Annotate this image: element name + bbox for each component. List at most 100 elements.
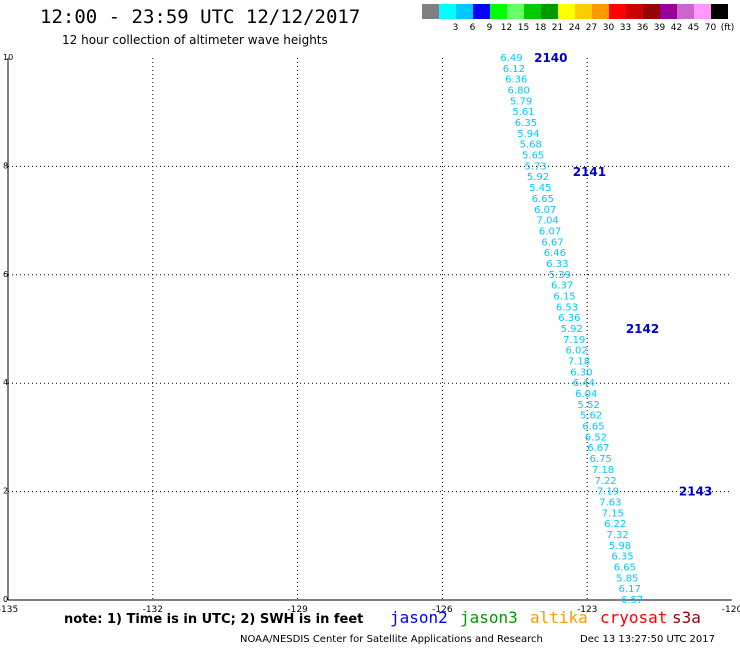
- swh-point-label: 6.17: [619, 584, 641, 595]
- satellite-altika: altika: [530, 608, 588, 627]
- swh-point-label: 6.49: [500, 53, 522, 64]
- swh-point-label: 6.04: [575, 389, 597, 400]
- page-title: 12:00 - 23:59 UTC 12/12/2017: [40, 6, 361, 28]
- page-subtitle: 12 hour collection of altimeter wave hei…: [62, 33, 328, 47]
- time-label: 2142: [626, 322, 659, 336]
- swh-point-label: 6.07: [539, 226, 561, 237]
- scale-label: 45: [687, 23, 700, 33]
- scale-label: 30: [602, 23, 615, 33]
- swh-point-label: 5.73: [524, 161, 546, 172]
- swh-point-label: 7.19: [563, 335, 585, 346]
- swh-point-label: 5.68: [520, 140, 542, 151]
- swh-point-label: 6.53: [556, 302, 578, 313]
- scale-label: 12: [500, 23, 513, 33]
- x-tick-label: -132: [143, 605, 163, 615]
- swh-point-label: 5.85: [616, 573, 638, 584]
- swh-point-label: 5.92: [561, 324, 583, 335]
- y-tick-label: 10: [3, 53, 13, 62]
- swh-point-label: 6.12: [503, 64, 525, 75]
- credit-line: NOAA/NESDIS Center for Satellite Applica…: [240, 634, 543, 645]
- x-tick-label: -123: [577, 605, 597, 615]
- scale-label: 42: [670, 23, 683, 33]
- swh-point-label: 7.15: [602, 508, 624, 519]
- scale-label: 21: [551, 23, 564, 33]
- swh-point-label: 6.22: [604, 519, 626, 530]
- swh-point-label: 7.63: [599, 497, 621, 508]
- scale-label: 33: [619, 23, 632, 33]
- swh-point-label: 7.19: [597, 487, 619, 498]
- time-label: 2143: [679, 485, 712, 499]
- swh-point-label: 6.65: [582, 422, 604, 433]
- swh-point-label: 5.52: [578, 400, 600, 411]
- swh-point-label: 6.30: [570, 367, 592, 378]
- swh-point-label: 5.45: [529, 183, 551, 194]
- scale-swatch: [677, 4, 694, 19]
- time-label: 2141: [573, 165, 606, 179]
- swh-point-label: 6.36: [505, 75, 527, 86]
- scale-label: 9: [486, 23, 493, 33]
- swh-point-label: 5.98: [609, 541, 631, 552]
- x-tick-label: -120: [722, 605, 740, 615]
- scale-swatch: [422, 4, 439, 19]
- swh-point-label: 6.35: [611, 552, 633, 563]
- swh-point-label: 5.92: [527, 172, 549, 183]
- scale-label: 36: [636, 23, 649, 33]
- swh-point-label: 6.67: [541, 237, 563, 248]
- swh-point-label: 6.15: [553, 291, 575, 302]
- swh-point-label: 7.18: [568, 357, 590, 368]
- scale-label: 15: [517, 23, 530, 33]
- swh-point-label: 5.62: [580, 411, 602, 422]
- swh-point-label: 6.67: [587, 443, 609, 454]
- scale-swatch: [558, 4, 575, 19]
- swh-point-label: 7.04: [537, 216, 559, 227]
- y-tick-label: 6: [3, 270, 8, 279]
- swh-point-label: 5.65: [522, 151, 544, 162]
- swh-point-label: 5.94: [517, 129, 539, 140]
- scale-swatch: [660, 4, 677, 19]
- scale-swatch: [439, 4, 456, 19]
- swh-point-label: 6.46: [544, 248, 566, 259]
- swh-point-label: 6.75: [590, 454, 612, 465]
- scale-swatch: [626, 4, 643, 19]
- y-tick-label: 4: [3, 378, 8, 387]
- scale-label: (ft): [720, 23, 735, 33]
- swh-point-label: 6.02: [565, 346, 587, 357]
- x-tick-label: -135: [0, 605, 18, 615]
- scale-label: 70: [704, 23, 717, 33]
- scale-swatch: [490, 4, 507, 19]
- scale-label: 6: [469, 23, 476, 33]
- x-tick-label: -129: [287, 605, 308, 615]
- scale-swatch: [643, 4, 660, 19]
- swh-point-label: 7.32: [607, 530, 629, 541]
- scale-swatch: [456, 4, 473, 19]
- scale-swatch: [711, 4, 728, 19]
- swh-point-label: 6.37: [551, 281, 573, 292]
- satellite-s3a: s3a: [672, 608, 701, 627]
- swh-point-label: 7.22: [594, 476, 616, 487]
- swh-point-label: 6.44: [573, 378, 595, 389]
- swh-point-label: 6.57: [621, 595, 643, 606]
- swh-point-label: 6.65: [532, 194, 554, 205]
- satellite-cryosat: cryosat: [600, 608, 668, 627]
- satellite-jason3: jason3: [460, 608, 518, 627]
- scale-swatch: [609, 4, 626, 19]
- swh-point-label: 6.65: [614, 562, 636, 573]
- scale-label: 3: [452, 23, 459, 33]
- y-tick-label: 2: [3, 487, 8, 496]
- scale-swatch: [575, 4, 592, 19]
- scale-swatch: [473, 4, 490, 19]
- scale-swatch: [524, 4, 541, 19]
- scale-swatch: [694, 4, 711, 19]
- scale-label: 18: [534, 23, 547, 33]
- swh-point-label: 5.39: [549, 270, 571, 281]
- swh-point-label: 6.35: [515, 118, 537, 129]
- swh-point-label: 6.33: [546, 259, 568, 270]
- swh-point-label: 6.52: [585, 432, 607, 443]
- swh-point-label: 6.07: [534, 205, 556, 216]
- scale-swatch: [592, 4, 609, 19]
- satellite-jason2: jason2: [390, 608, 448, 627]
- swh-point-label: 6.80: [508, 86, 530, 97]
- generation-timestamp: Dec 13 13:27:50 UTC 2017: [580, 634, 715, 645]
- swh-point-label: 5.61: [512, 107, 534, 118]
